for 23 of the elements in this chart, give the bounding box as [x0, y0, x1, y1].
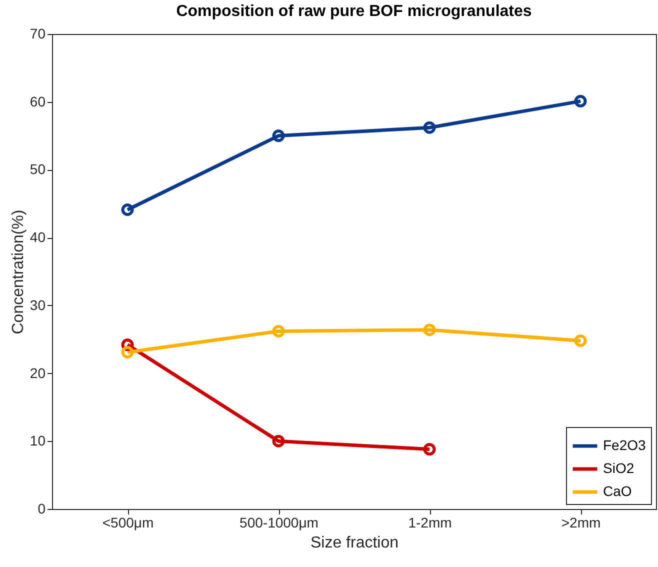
legend-label: CaO — [603, 483, 632, 499]
point — [423, 324, 436, 336]
x-tick-label: 1-2mm — [408, 514, 452, 530]
y-tick-label: 30 — [30, 296, 46, 313]
chart-title: Composition of raw pure BOF microgranulates — [176, 3, 532, 20]
legend-label: SiO2 — [603, 460, 634, 476]
point — [423, 121, 436, 134]
x-tick-label: >2mm — [561, 514, 601, 530]
y-tick-label: 0 — [38, 500, 46, 516]
y-tick-label: 10 — [30, 432, 46, 449]
x-tick-label: <500μm — [102, 514, 154, 530]
point — [272, 434, 285, 448]
point — [272, 324, 285, 338]
point — [272, 130, 285, 142]
y-tick-label: 50 — [30, 161, 46, 178]
x-axis-title: Size fraction — [310, 534, 399, 552]
y-tick-label: 20 — [30, 364, 46, 381]
y-tick-label: 40 — [30, 229, 46, 246]
y-tick-label: 70 — [30, 26, 46, 42]
x-tick-label: 500-1000μm — [240, 514, 318, 530]
legend-label: Fe2O3 — [603, 437, 646, 453]
y-axis-title: Concentration(%) — [10, 210, 27, 334]
y-tick-label: 60 — [30, 93, 46, 110]
